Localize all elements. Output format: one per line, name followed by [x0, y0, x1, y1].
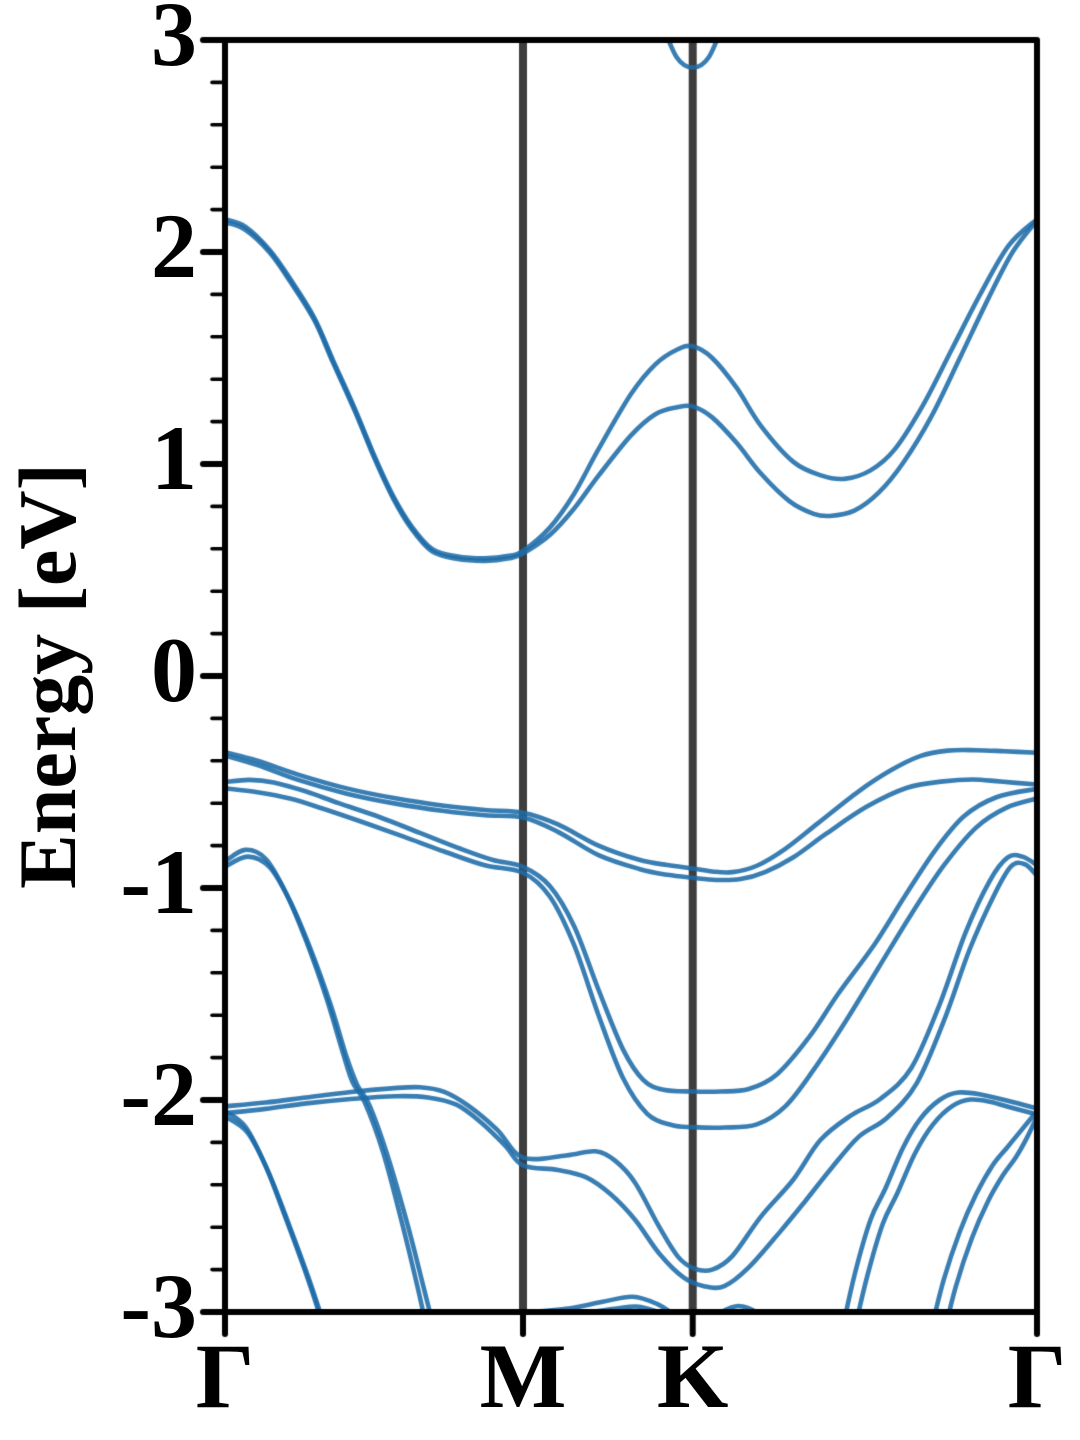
y-tick-label: 3 — [151, 0, 197, 85]
y-tick-label: -3 — [120, 1255, 197, 1357]
y-axis-title: Energy [eV] — [2, 463, 93, 889]
y-tick-label: 2 — [151, 195, 197, 297]
x-tick-label: Γ — [1007, 1325, 1067, 1427]
y-tick-label: -1 — [120, 831, 197, 933]
x-tick-label: K — [656, 1325, 729, 1427]
x-tick-label: Γ — [195, 1325, 255, 1427]
y-tick-label: 1 — [151, 407, 197, 509]
y-tick-label: -2 — [120, 1043, 197, 1145]
y-tick-label: 0 — [151, 619, 197, 721]
x-tick-label: M — [479, 1325, 567, 1427]
